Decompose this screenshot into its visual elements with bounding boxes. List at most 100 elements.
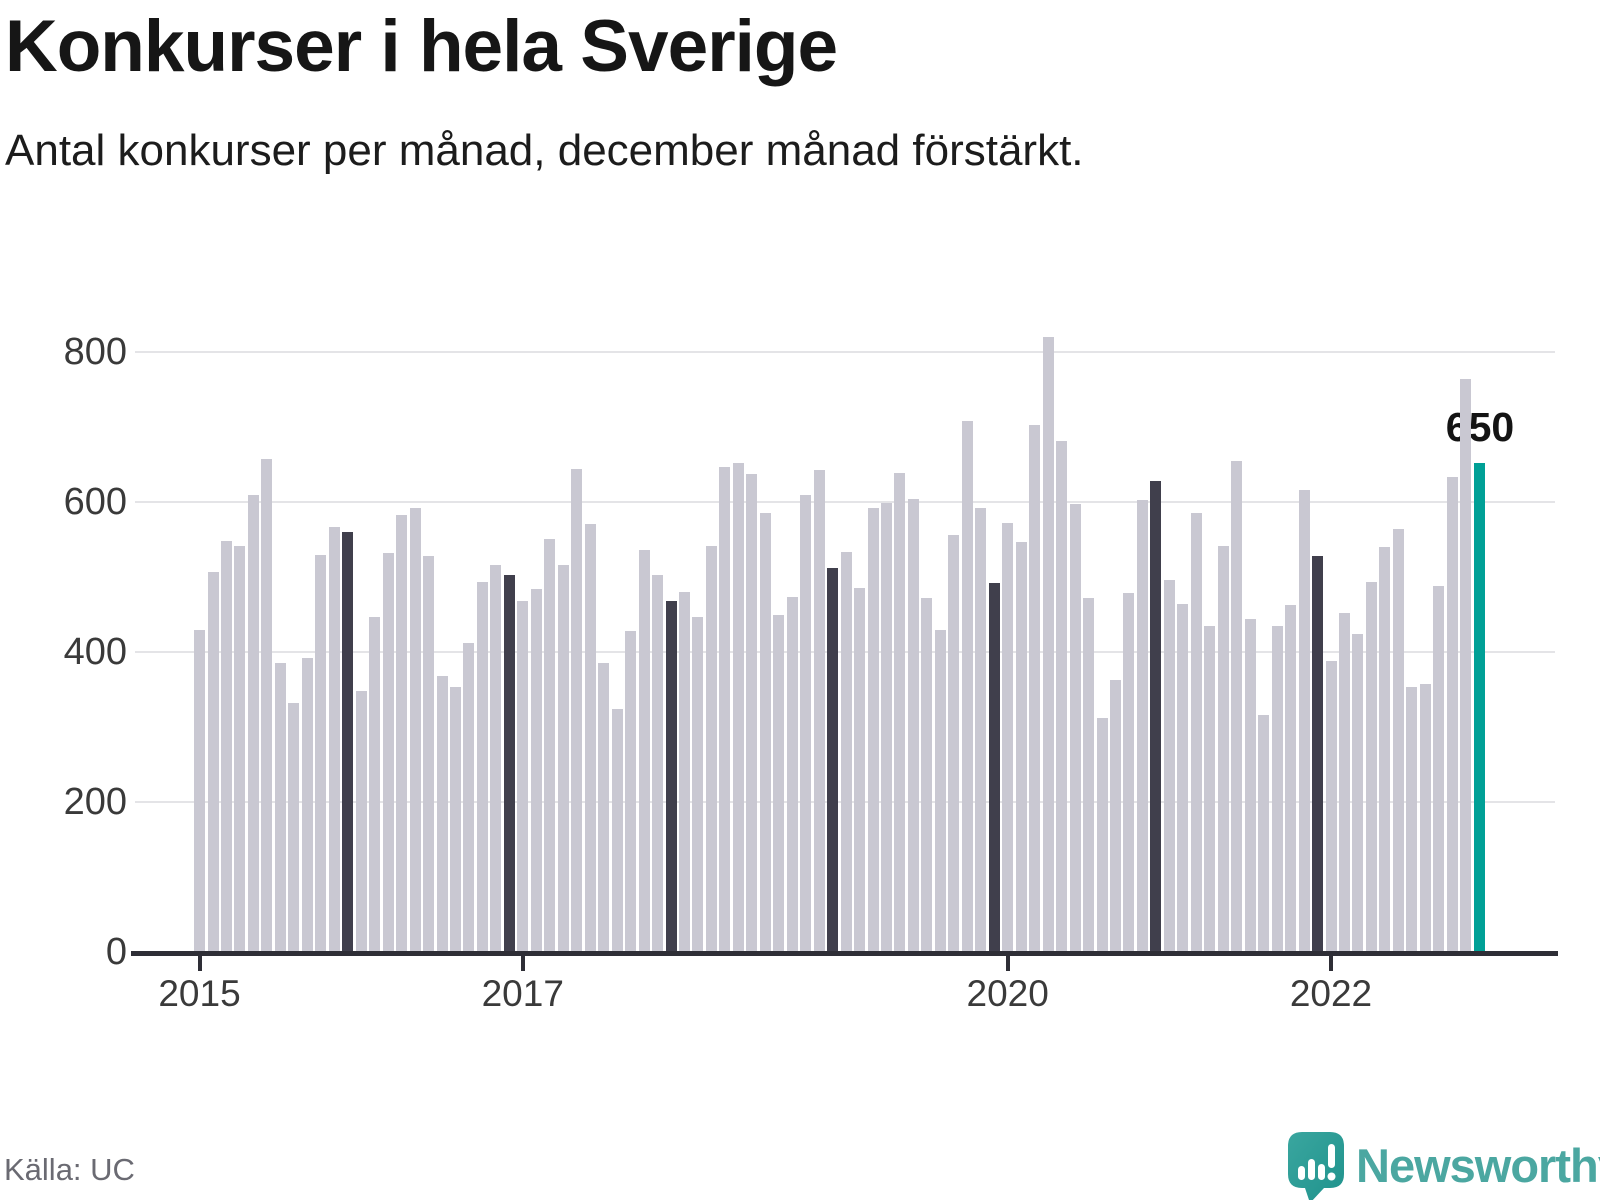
bar-2015-09 — [301, 658, 313, 951]
source-note: Källa: UC — [4, 1152, 135, 1187]
bar-2018-07 — [759, 513, 771, 951]
bar-2017-09 — [625, 631, 636, 951]
bar-2022-05 — [1379, 547, 1391, 951]
bar-2019-12 — [988, 583, 1000, 951]
bar-2017-03 — [544, 539, 556, 951]
bar-2019-05 — [894, 473, 906, 951]
bar-2021-02 — [1177, 604, 1189, 951]
bar-2022-09 — [1433, 586, 1445, 951]
bar-2017-06 — [584, 524, 596, 951]
bar-2015-02 — [207, 572, 219, 951]
bar-2020-07 — [1083, 598, 1094, 951]
bar-2020-04 — [1042, 337, 1054, 951]
bar-2020-10 — [1123, 593, 1135, 951]
bar-2017-10 — [638, 550, 650, 951]
bar-2018-06 — [746, 474, 758, 951]
bar-2021-03 — [1190, 513, 1202, 951]
x-tick-2020 — [1005, 956, 1010, 971]
y-axis-label-400: 400 — [63, 631, 127, 673]
bar-2018-01 — [678, 592, 690, 951]
bar-2022-10 — [1446, 477, 1458, 951]
bar-2021-11 — [1298, 490, 1310, 951]
bar-2017-08 — [611, 709, 623, 951]
bar-2021-04 — [1204, 626, 1216, 951]
bar-2022-06 — [1392, 529, 1404, 951]
y-axis-label-600: 600 — [63, 481, 127, 523]
bar-2015-10 — [315, 555, 327, 951]
bar-2018-03 — [705, 546, 717, 951]
bar-2016-02 — [369, 617, 381, 951]
bar-2019-04 — [881, 503, 892, 951]
bar-2017-01 — [517, 601, 529, 951]
bar-2020-05 — [1056, 441, 1068, 951]
bar-2017-12 — [665, 601, 677, 951]
bar-2020-11 — [1136, 500, 1148, 951]
bar-2021-05 — [1217, 546, 1229, 951]
bar-2020-03 — [1029, 425, 1041, 951]
bar-2016-06 — [423, 556, 434, 951]
bar-2019-03 — [867, 508, 879, 951]
bar-2018-12 — [827, 568, 839, 951]
bar-2018-04 — [719, 467, 731, 951]
bar-2016-08 — [449, 687, 461, 951]
bar-2022-04 — [1365, 582, 1377, 951]
bar-2018-11 — [813, 470, 825, 951]
brand-logo: Newsworthy — [1288, 1130, 1600, 1200]
gridline-800 — [135, 351, 1555, 353]
bar-2019-09 — [948, 535, 960, 951]
bar-2015-12 — [342, 532, 354, 951]
bar-2022-12 — [1473, 463, 1485, 951]
bar-2018-09 — [786, 597, 798, 951]
bar-2019-08 — [934, 630, 946, 951]
x-axis-label-2022: 2022 — [1289, 973, 1373, 1014]
bar-2015-06 — [261, 459, 273, 951]
y-axis-label-200: 200 — [63, 781, 127, 823]
bar-2016-11 — [490, 565, 502, 951]
bar-2022-03 — [1352, 634, 1364, 951]
x-axis-label-2020: 2020 — [966, 973, 1049, 1014]
bar-2022-08 — [1419, 684, 1431, 951]
bar-2020-09 — [1110, 680, 1121, 951]
bar-2021-08 — [1258, 715, 1270, 951]
bar-2017-04 — [557, 565, 569, 951]
bar-2022-07 — [1406, 687, 1418, 951]
bar-2020-02 — [1015, 542, 1027, 951]
bar-2019-06 — [907, 499, 919, 951]
x-tick-2015 — [197, 956, 202, 971]
bar-2019-01 — [840, 552, 852, 951]
bar-2015-01 — [194, 630, 205, 951]
bar-2020-08 — [1096, 718, 1108, 951]
bar-2016-04 — [396, 515, 408, 951]
bar-2019-10 — [961, 421, 973, 951]
bar-2017-07 — [598, 663, 610, 951]
x-tick-2022 — [1328, 956, 1333, 971]
bar-2015-04 — [234, 546, 246, 951]
bar-2021-06 — [1231, 461, 1243, 951]
bar-2015-07 — [274, 663, 286, 951]
bar-2017-02 — [530, 589, 542, 951]
bar-2019-11 — [975, 508, 987, 951]
page-title: Konkurser i hela Sverige — [5, 6, 838, 87]
bar-2016-03 — [382, 553, 394, 951]
bar-2020-12 — [1150, 481, 1162, 951]
bar-2022-01 — [1325, 661, 1337, 951]
bar-2020-06 — [1069, 504, 1081, 951]
bar-2022-11 — [1460, 379, 1472, 951]
bar-2018-05 — [732, 463, 744, 951]
bar-2021-12 — [1312, 556, 1323, 951]
bar-2016-05 — [409, 508, 421, 951]
bar-2016-01 — [355, 691, 367, 951]
bar-2015-05 — [247, 495, 259, 951]
bar-2021-09 — [1271, 626, 1283, 951]
x-axis-line — [131, 951, 1558, 956]
bar-2016-09 — [463, 643, 475, 951]
gridline-600 — [135, 501, 1555, 503]
bar-2017-11 — [652, 575, 663, 951]
bar-2020-01 — [1002, 523, 1014, 951]
bar-2015-11 — [328, 527, 340, 951]
bar-2015-08 — [288, 703, 300, 951]
page-subtitle: Antal konkurser per månad, december måna… — [5, 126, 1084, 175]
bar-2015-03 — [220, 541, 232, 951]
bar-2021-10 — [1285, 605, 1297, 951]
